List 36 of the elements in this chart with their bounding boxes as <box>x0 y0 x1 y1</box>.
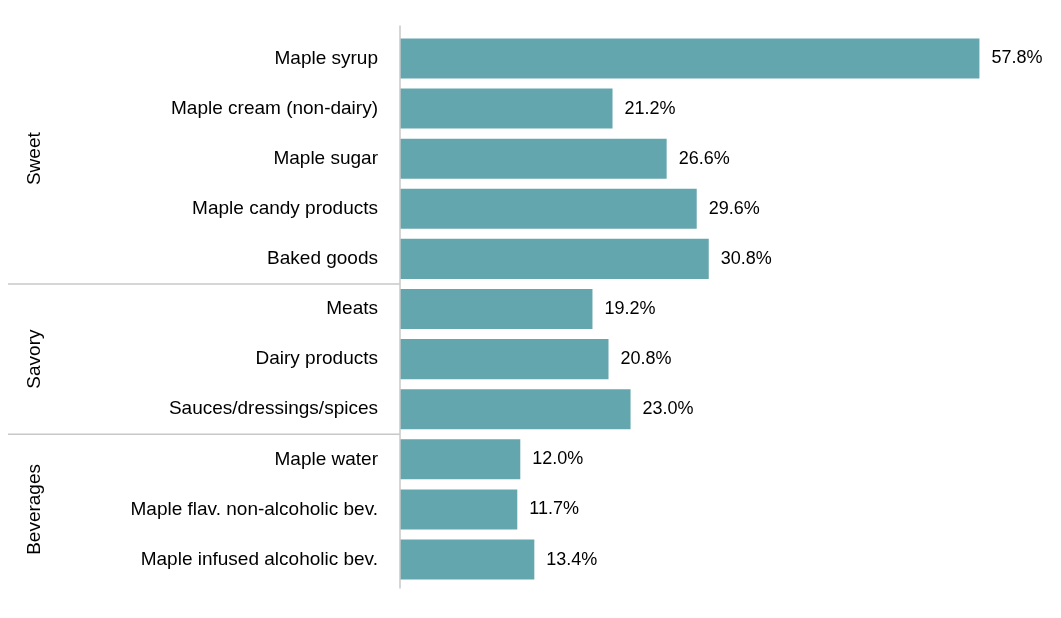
y-tick-label: Maple flav. non-alcoholic bev. <box>130 497 378 519</box>
y-tick-label: Maple infused alcoholic bev. <box>140 547 378 569</box>
data-label: 13.4% <box>546 548 598 569</box>
data-label: 19.2% <box>604 297 656 318</box>
bar <box>400 188 697 229</box>
data-label: 29.6% <box>708 197 760 218</box>
bar <box>400 38 980 79</box>
y-tick-label: Baked goods <box>267 247 378 269</box>
bar <box>400 439 521 480</box>
data-label: 20.8% <box>620 348 672 369</box>
y-tick-label: Maple sugar <box>273 146 379 168</box>
y-tick-label: Meats <box>326 297 378 319</box>
y-tick-label: Dairy products <box>255 347 378 369</box>
data-label: 26.6% <box>678 147 730 168</box>
bar <box>400 389 631 430</box>
text: Sweet <box>23 131 45 186</box>
bar <box>400 339 609 380</box>
data-label: 11.7% <box>529 498 579 519</box>
data-label: 57.8% <box>991 47 1043 68</box>
bar <box>400 288 593 330</box>
bar <box>400 238 709 279</box>
text: Beverages <box>23 464 45 555</box>
bar <box>400 138 667 179</box>
y-tick-label: Maple syrup <box>274 46 378 68</box>
data-label: 21.2% <box>624 97 676 118</box>
bar <box>400 489 518 530</box>
data-label: 23.0% <box>642 398 694 419</box>
bar <box>400 539 535 580</box>
y-tick-label: Maple cream (non-dairy) <box>171 96 378 118</box>
y-tick-label: Sauces/dressings/spices <box>168 397 378 419</box>
data-label: 12.0% <box>532 448 584 469</box>
y-tick-label: Maple water <box>274 447 379 469</box>
text: Savory <box>23 329 45 389</box>
bar <box>400 88 613 129</box>
y-tick-label: Maple candy products <box>192 197 378 219</box>
data-label: 30.8% <box>720 247 772 268</box>
